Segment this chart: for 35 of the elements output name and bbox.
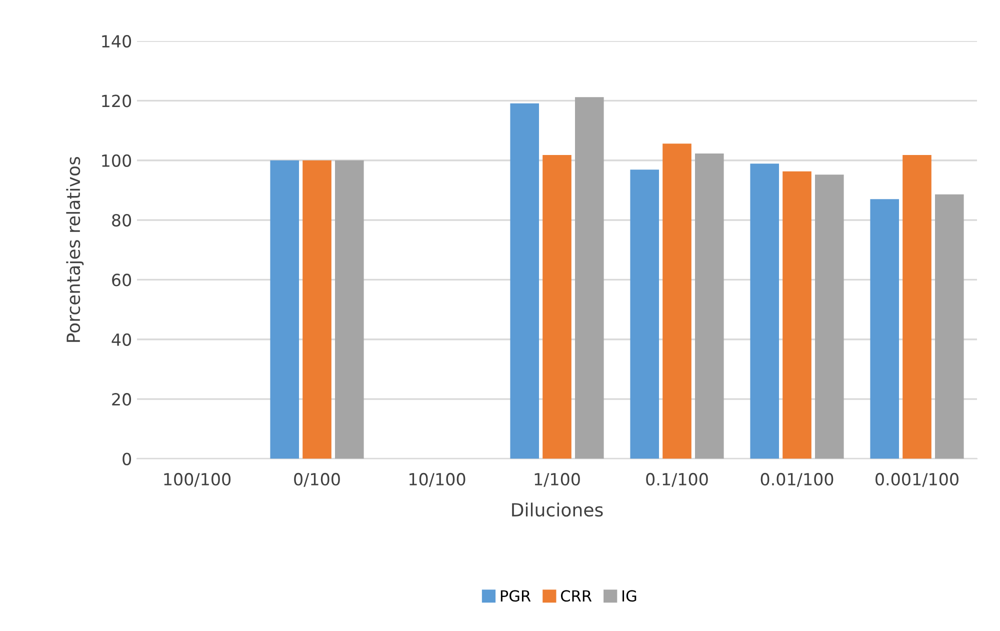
x-tick-label: 100/100 (164, 472, 231, 487)
bar (750, 164, 779, 459)
bar (270, 160, 299, 459)
y-tick-label: 80 (112, 214, 132, 227)
y-tick-label: 120 (102, 94, 132, 108)
x-axis-title: Diluciones (512, 502, 603, 517)
x-tick-label: 0.001/100 (876, 472, 958, 487)
bar (662, 144, 692, 459)
bar (870, 199, 899, 459)
legend-label: CRR (560, 590, 592, 602)
bar (335, 160, 364, 459)
y-tick-label: 100 (102, 154, 132, 167)
y-tick-label: 40 (112, 333, 132, 346)
bar (542, 154, 572, 459)
bar (630, 170, 659, 459)
x-tick-label: 0.1/100 (646, 472, 708, 487)
x-tick-label: 10/100 (410, 472, 466, 487)
y-tick-label: 60 (112, 274, 132, 286)
bar (935, 194, 964, 459)
y-tick-label: 0 (122, 452, 132, 466)
x-tick-label: 0.01/100 (760, 472, 834, 487)
y-tick-label: 140 (102, 34, 132, 48)
bar (815, 174, 844, 459)
bar (902, 154, 932, 459)
x-tick-label: 0/100 (294, 472, 340, 487)
bar (695, 154, 724, 459)
bar (782, 171, 812, 459)
y-tick-label: 20 (112, 393, 132, 406)
legend-label: PGR (500, 590, 531, 602)
bar (510, 103, 539, 459)
y-axis-title: Porcentajes relativos (66, 156, 84, 342)
bar (302, 160, 332, 459)
bar (575, 97, 604, 459)
legend-label: IG (622, 590, 636, 602)
x-tick-label: 1/100 (534, 472, 580, 487)
